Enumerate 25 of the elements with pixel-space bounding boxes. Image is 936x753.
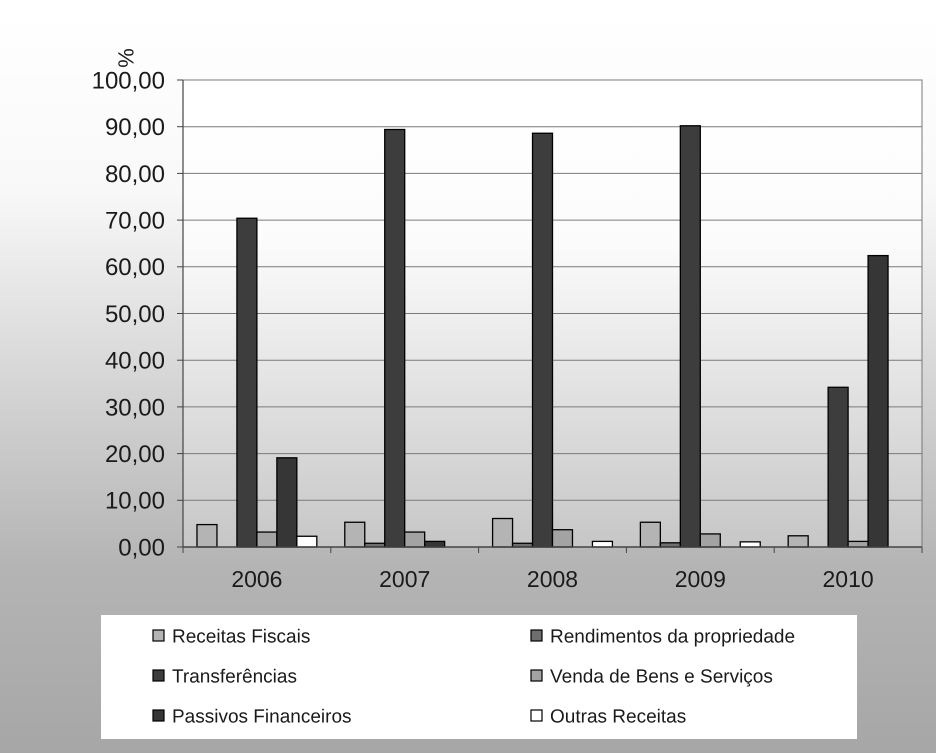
y-tick-label: 60,00: [104, 254, 165, 282]
legend-label: Outras Receitas: [550, 706, 686, 728]
x-tick-label: 2006: [231, 566, 282, 592]
x-tick-label: 2008: [526, 566, 578, 592]
y-tick-label: 70,00: [104, 208, 165, 234]
y-tick-label: 10,00: [104, 488, 165, 515]
y-tick-label: 100,00: [92, 67, 165, 94]
legend-label: Transferências: [172, 666, 297, 688]
x-tick-label: 2007: [379, 566, 430, 592]
legend-label: Receitas Fiscais: [172, 626, 310, 648]
y-tick-label: 50,00: [104, 300, 165, 328]
y-tick-label: 20,00: [104, 441, 165, 468]
y-axis-title: %: [114, 48, 139, 68]
bar: [788, 535, 809, 548]
y-tick-label: 80,00: [104, 160, 165, 188]
bar: [196, 524, 218, 548]
legend-label: Venda de Bens e Serviços: [550, 666, 773, 688]
x-tick-label: 2010: [822, 566, 874, 592]
y-tick-label: 40,00: [104, 348, 165, 375]
x-tick-label: 2009: [674, 566, 726, 592]
y-tick-label: 0,00: [118, 534, 165, 562]
y-tick-label: 90,00: [104, 114, 165, 142]
y-tick-label: 30,00: [104, 394, 165, 422]
legend-label: Passivos Financeiros: [172, 706, 352, 728]
legend-label: Rendimentos da propriedade: [550, 626, 796, 648]
